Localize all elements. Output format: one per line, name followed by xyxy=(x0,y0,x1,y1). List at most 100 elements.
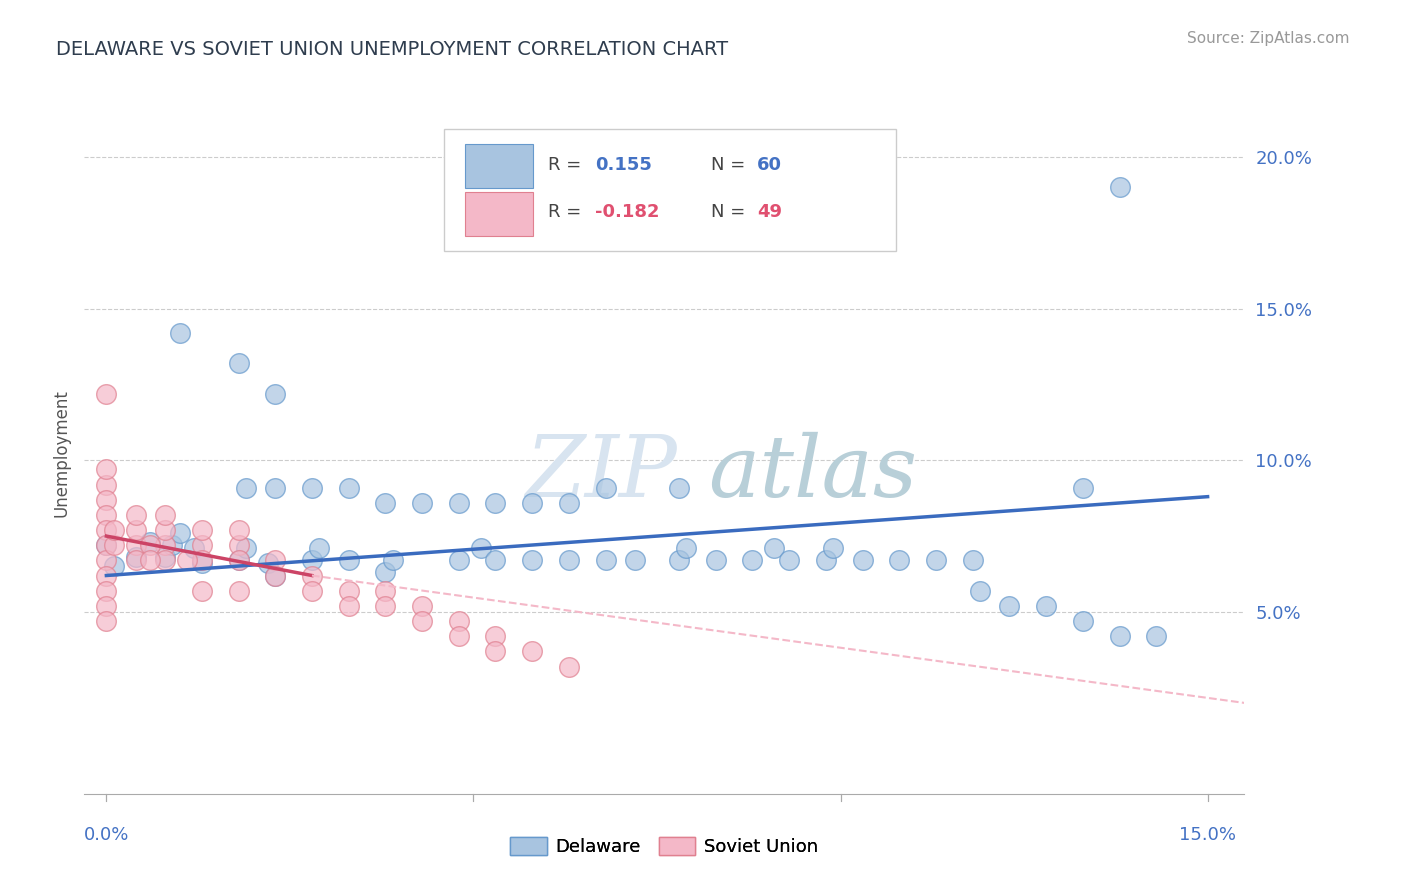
Point xyxy=(558,496,581,510)
Legend: Delaware, Soviet Union: Delaware, Soviet Union xyxy=(503,830,825,863)
Point xyxy=(851,553,873,567)
Point xyxy=(96,477,118,491)
Point xyxy=(778,553,800,567)
Point xyxy=(308,541,330,556)
Point xyxy=(153,550,176,565)
Point xyxy=(191,523,214,537)
Point xyxy=(235,541,257,556)
Point xyxy=(96,492,118,507)
Point xyxy=(522,644,544,658)
Text: 0.155: 0.155 xyxy=(595,156,651,174)
Point xyxy=(125,523,148,537)
Point xyxy=(374,599,396,613)
Point xyxy=(595,553,617,567)
Point xyxy=(228,538,250,552)
Point xyxy=(962,553,984,567)
Text: N =: N = xyxy=(711,203,751,221)
Text: 60: 60 xyxy=(758,156,782,174)
Text: R =: R = xyxy=(548,203,588,221)
Point xyxy=(337,481,360,495)
Point xyxy=(484,629,506,643)
Point xyxy=(1071,481,1094,495)
Text: 49: 49 xyxy=(758,203,782,221)
Point xyxy=(139,553,162,567)
FancyBboxPatch shape xyxy=(465,145,533,188)
Point xyxy=(264,568,287,582)
Point xyxy=(191,553,214,567)
Point xyxy=(301,481,323,495)
Point xyxy=(191,557,214,571)
Point xyxy=(374,566,396,580)
Text: ZIP: ZIP xyxy=(526,432,678,515)
Point xyxy=(96,538,118,552)
Point xyxy=(153,523,176,537)
Point xyxy=(125,550,148,565)
Point xyxy=(176,553,198,567)
Point xyxy=(169,526,191,541)
Text: -0.182: -0.182 xyxy=(595,203,659,221)
Point xyxy=(484,496,506,510)
Text: R =: R = xyxy=(548,156,588,174)
Y-axis label: Unemployment: Unemployment xyxy=(52,389,70,516)
Text: N =: N = xyxy=(711,156,751,174)
Point xyxy=(301,583,323,598)
Point xyxy=(668,481,690,495)
Point xyxy=(374,496,396,510)
Point xyxy=(162,538,184,552)
Point xyxy=(1071,614,1094,628)
Point xyxy=(153,508,176,522)
Point xyxy=(969,583,991,598)
Point xyxy=(337,553,360,567)
Point xyxy=(96,462,118,476)
Point xyxy=(228,523,250,537)
Point xyxy=(704,553,727,567)
Point xyxy=(103,523,125,537)
Point xyxy=(595,481,617,495)
Point xyxy=(411,614,433,628)
Point xyxy=(484,644,506,658)
Point xyxy=(153,538,176,552)
Point xyxy=(301,553,323,567)
Point xyxy=(96,583,118,598)
Point xyxy=(447,614,470,628)
Point xyxy=(889,553,911,567)
Point xyxy=(228,356,250,370)
Point xyxy=(191,538,214,552)
Point xyxy=(668,553,690,567)
FancyBboxPatch shape xyxy=(444,128,897,252)
Point xyxy=(125,553,148,567)
Point xyxy=(301,568,323,582)
Point xyxy=(1108,629,1130,643)
Point xyxy=(125,538,148,552)
Point xyxy=(257,557,280,571)
Point xyxy=(228,553,250,567)
Point xyxy=(447,629,470,643)
Point xyxy=(814,553,837,567)
Point xyxy=(558,553,581,567)
Point xyxy=(522,496,544,510)
Point xyxy=(337,599,360,613)
Point xyxy=(484,553,506,567)
Text: 0.0%: 0.0% xyxy=(84,826,129,844)
Point xyxy=(522,553,544,567)
Point xyxy=(103,538,125,552)
Point xyxy=(96,538,118,552)
Point xyxy=(183,541,205,556)
Point xyxy=(381,553,404,567)
Point xyxy=(228,553,250,567)
Point xyxy=(228,583,250,598)
Point xyxy=(823,541,845,556)
Point xyxy=(675,541,697,556)
Point xyxy=(763,541,786,556)
Point xyxy=(96,568,118,582)
Point xyxy=(125,508,148,522)
Point xyxy=(264,481,287,495)
Point xyxy=(169,326,191,340)
Point xyxy=(925,553,948,567)
Point xyxy=(374,583,396,598)
Point xyxy=(1108,180,1130,194)
Point xyxy=(337,583,360,598)
Point xyxy=(411,599,433,613)
Point xyxy=(264,568,287,582)
Point xyxy=(264,386,287,401)
